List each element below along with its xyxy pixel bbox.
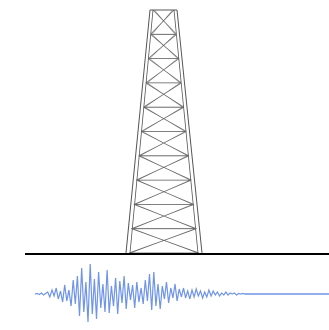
tower-cross-brace xyxy=(147,58,178,84)
tower-leg-left-outer xyxy=(125,9,151,254)
tower-cross-brace xyxy=(135,204,196,229)
seismogram xyxy=(34,263,329,323)
tower-cross-brace xyxy=(142,131,188,157)
tower-cross-brace xyxy=(130,228,196,254)
tower-cross-brace xyxy=(139,155,191,181)
tower-cross-brace xyxy=(142,106,183,132)
tower-leg-right-outer xyxy=(176,9,203,254)
tower-cross-brace xyxy=(137,155,188,181)
tower-cross-brace xyxy=(151,9,173,35)
seismogram-trace xyxy=(34,263,246,323)
tower-cross-brace xyxy=(137,179,193,205)
tower-cross-brace xyxy=(147,82,183,108)
lattice-tower xyxy=(125,9,203,254)
tower-cross-brace xyxy=(132,204,193,229)
tower-cross-brace xyxy=(149,58,181,84)
tower-cross-brace xyxy=(154,9,176,35)
tower-cross-brace xyxy=(132,228,198,254)
tower-cross-brace xyxy=(144,106,186,132)
tower-cross-brace xyxy=(144,82,181,108)
tower-cross-brace xyxy=(151,34,178,59)
tower-cross-brace xyxy=(149,34,176,59)
tower-cross-brace xyxy=(139,131,186,157)
tower-cross-brace xyxy=(135,179,191,205)
